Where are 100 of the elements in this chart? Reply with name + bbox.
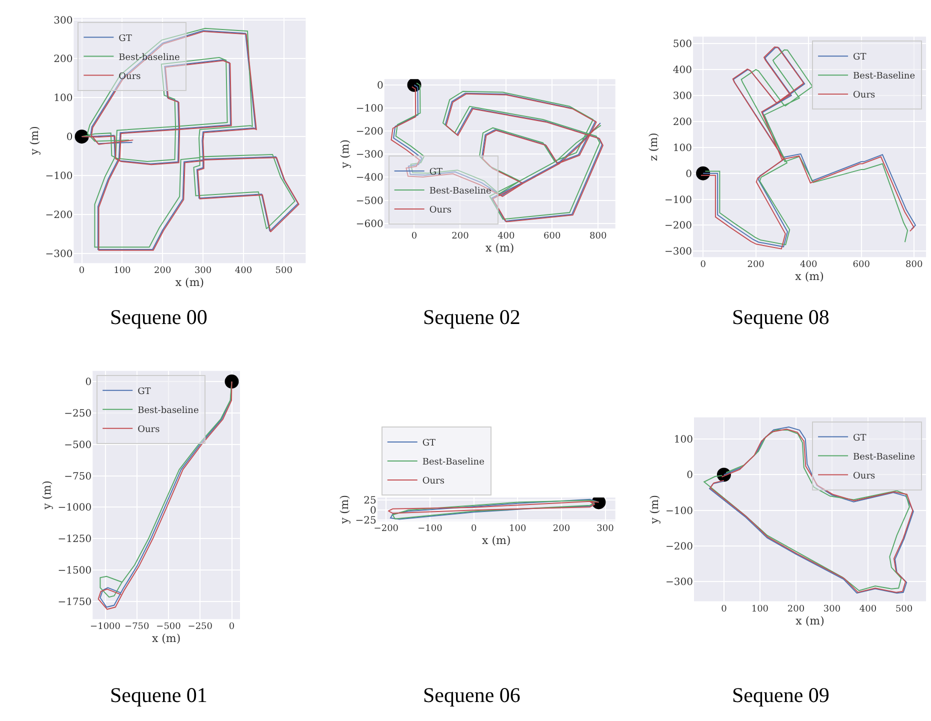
- x-tick-label: 400: [800, 260, 818, 270]
- y-tick-label: 400: [672, 65, 692, 76]
- x-tick-label: 200: [452, 231, 470, 242]
- y-tick-label: 100: [674, 434, 694, 446]
- x-tick-label: 400: [498, 231, 516, 242]
- y-tick-label: −1000: [58, 502, 92, 514]
- legend-label: Best-baseline: [118, 52, 180, 63]
- x-tick-label: −250: [188, 622, 213, 632]
- y-axis-title: y (m): [338, 139, 352, 170]
- y-axis-title: y (m): [28, 126, 41, 156]
- x-tick-label: 0: [700, 260, 706, 270]
- y-tick-label: −200: [356, 126, 384, 138]
- legend-label: Ours: [118, 72, 142, 82]
- legend-label: GT: [853, 52, 866, 63]
- y-tick-label: −300: [45, 248, 73, 260]
- y-tick-label: −200: [664, 220, 692, 232]
- text: Sequene 00: [110, 305, 208, 329]
- x-tick-label: 300: [823, 604, 841, 614]
- x-tick-label: 0: [721, 604, 728, 614]
- x-tick-label: −1000: [90, 622, 121, 632]
- y-tick-label: −500: [64, 440, 92, 451]
- x-tick-label: 600: [852, 260, 870, 270]
- x-tick-label: 100: [114, 266, 132, 276]
- y-tick-label: 0: [66, 132, 73, 144]
- x-tick-label: 0: [228, 622, 235, 632]
- y-tick-label: 300: [54, 15, 73, 26]
- y-tick-label: 0: [376, 80, 384, 92]
- y-tick-label: 200: [672, 116, 692, 128]
- x-tick-label: −500: [156, 622, 182, 632]
- y-tick-label: 0: [370, 506, 376, 517]
- x-tick-label: 800: [590, 231, 607, 242]
- y-tick-label: −250: [64, 408, 92, 420]
- legend-label: Best-baseline: [138, 406, 199, 416]
- x-tick-label: 800: [906, 260, 924, 270]
- legend-label: Best-Baseline: [422, 457, 484, 468]
- x-tick-label: 0: [411, 231, 418, 242]
- x-tick-label: 200: [787, 604, 805, 614]
- x-tick-label: 300: [596, 524, 614, 534]
- y-tick-label: 0: [686, 168, 692, 180]
- y-tick-label: −100: [356, 103, 384, 114]
- y-tick-label: 0: [686, 470, 694, 482]
- x-tick-label: −750: [124, 622, 150, 632]
- y-tick-label: −750: [64, 471, 92, 482]
- y-tick-label: 100: [672, 142, 692, 154]
- x-tick-label: 100: [509, 524, 526, 534]
- y-axis-title: y (m): [648, 494, 662, 525]
- y-tick-label: −300: [664, 246, 692, 258]
- x-tick-label: 500: [275, 266, 293, 276]
- x-tick-label: 100: [751, 604, 769, 614]
- y-tick-label: −600: [356, 218, 384, 230]
- legend-label: Ours: [853, 471, 876, 482]
- x-tick-label: 200: [552, 524, 570, 534]
- text: Sequene 01: [110, 683, 208, 707]
- y-tick-label: −100: [666, 506, 694, 517]
- y-tick-label: −300: [666, 577, 694, 588]
- y-tick-label: 25: [364, 496, 376, 507]
- y-tick-label: −1250: [58, 534, 92, 546]
- y-tick-label: −100: [664, 194, 692, 206]
- legend-label: Best-Baseline: [853, 72, 916, 82]
- y-tick-label: −400: [356, 172, 384, 184]
- y-axis-title: z (m): [647, 132, 660, 162]
- y-tick-label: −1750: [58, 596, 92, 608]
- x-axis-title: x (m): [482, 534, 511, 548]
- x-axis-title: x (m): [796, 614, 824, 628]
- x-tick-label: 200: [747, 260, 765, 270]
- legend-label: GT: [853, 433, 866, 444]
- x-tick-label: 0: [470, 524, 477, 534]
- legend-label: GT: [422, 438, 436, 448]
- y-tick-label: −25: [355, 516, 376, 526]
- x-tick-label: 400: [859, 604, 877, 614]
- y-tick-label: −300: [356, 150, 384, 161]
- x-tick-label: −100: [418, 524, 443, 534]
- x-axis-title: x (m): [795, 270, 824, 284]
- x-axis-title: x (m): [175, 276, 204, 290]
- y-tick-label: 100: [54, 93, 73, 104]
- y-axis-title: y (m): [40, 480, 54, 510]
- legend-label: Best-Baseline: [853, 452, 916, 462]
- x-tick-label: 400: [234, 266, 252, 276]
- y-tick-label: −1500: [58, 566, 92, 577]
- x-tick-label: 500: [895, 604, 913, 614]
- legend-label: Best-Baseline: [429, 186, 492, 197]
- x-axis-title: x (m): [152, 632, 181, 646]
- text: Sequene 06: [423, 683, 520, 707]
- y-tick-label: 300: [672, 91, 692, 102]
- y-axis-title: y (m): [338, 494, 351, 525]
- text: Sequene 09: [732, 683, 830, 707]
- y-tick-label: −100: [45, 170, 73, 182]
- y-tick-label: 0: [85, 377, 92, 388]
- legend-label: GT: [138, 386, 151, 397]
- x-axis-title: x (m): [486, 241, 514, 254]
- legend-label: GT: [429, 168, 443, 178]
- legend-label: Ours: [138, 424, 160, 435]
- x-tick-label: 300: [194, 266, 212, 276]
- y-tick-label: 500: [672, 39, 692, 50]
- y-tick-label: 200: [54, 54, 73, 66]
- y-tick-label: −500: [356, 196, 384, 207]
- legend-label: GT: [118, 34, 132, 44]
- x-tick-label: 200: [154, 266, 172, 276]
- legend-label: Ours: [429, 206, 452, 216]
- y-tick-label: −200: [45, 210, 73, 221]
